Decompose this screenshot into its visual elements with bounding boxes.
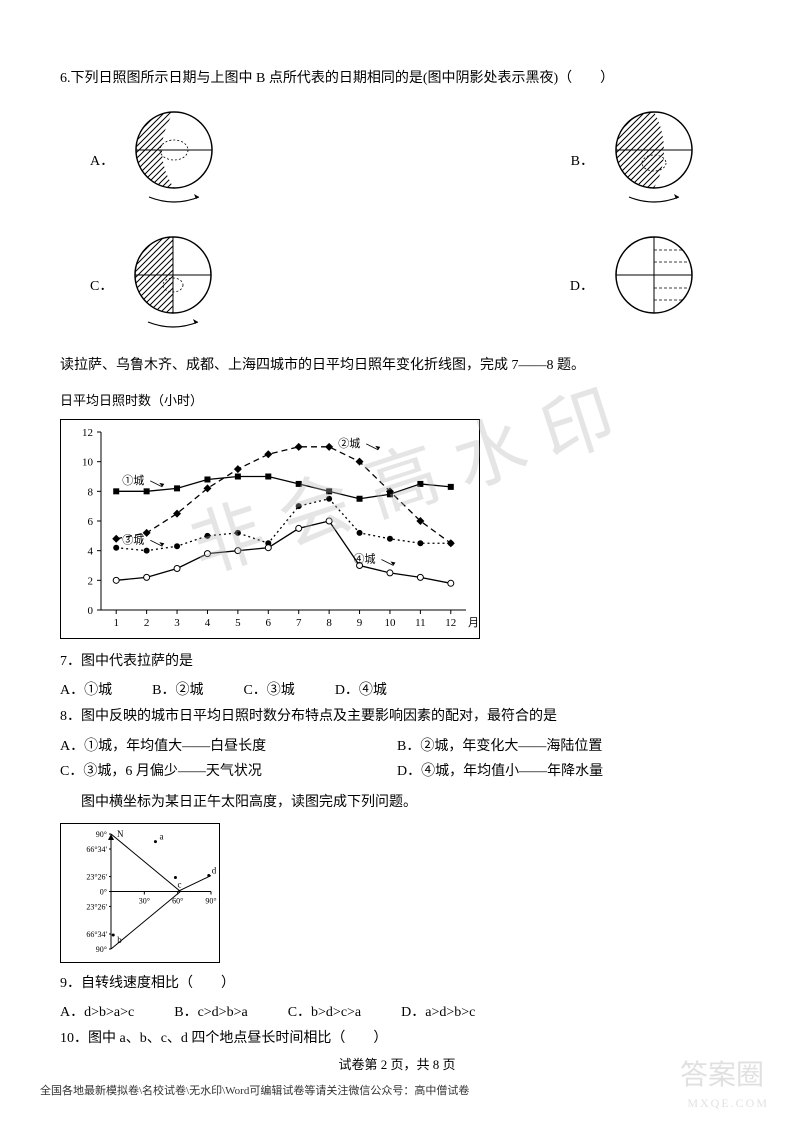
solar-altitude-chart: N 90° 66°34' 23°26' 0° 23°26' 66°34' 90° 30° 60° 9… [60, 823, 220, 963]
q7-opt-d: D．④城 [335, 679, 387, 699]
svg-text:0: 0 [88, 605, 94, 617]
globe-d-icon [604, 230, 704, 340]
globe-row-2: C． D． [60, 230, 734, 340]
option-label-a: A． [90, 150, 114, 170]
question-8-options: A．①城，年均值大——白昼长度 B．②城，年变化大——海陆位置 C．③城，6 月… [60, 734, 734, 784]
svg-text:1: 1 [113, 617, 119, 629]
q7-opt-b: B．②城 [152, 679, 203, 699]
footer-note: 全国各地最新模拟卷\名校试卷\无水印\Word可编辑试卷等请关注微信公众号：高中… [40, 1082, 469, 1098]
option-label-b: B． [571, 150, 594, 170]
svg-text:3: 3 [174, 617, 180, 629]
svg-text:12: 12 [82, 427, 93, 439]
svg-text:2: 2 [88, 575, 94, 587]
question-9-options: A．d>b>a>c B．c>d>b>a C．b>d>c>a D．a>d>b>c [60, 1001, 734, 1021]
svg-text:4: 4 [205, 617, 211, 629]
globe-a-icon [124, 105, 224, 215]
globe-option-a: A． [90, 105, 224, 215]
svg-text:d: d [212, 865, 217, 875]
svg-text:90°: 90° [205, 896, 216, 905]
question-8-text: 8．图中反映的城市日平均日照时数分布特点及主要影响因素的配对，最符合的是 [60, 704, 734, 729]
svg-text:60°: 60° [172, 896, 183, 905]
svg-text:③城: ③城 [122, 533, 144, 546]
q7-opt-c: C．③城 [243, 679, 294, 699]
globe-c-icon [123, 230, 223, 340]
question-9-text: 9．自转线速度相比（ ） [60, 971, 734, 996]
svg-text:90°: 90° [96, 945, 107, 954]
svg-text:8: 8 [88, 486, 94, 498]
question-10-text: 10．图中 a、b、c、d 四个地点昼长时间相比（ ） [60, 1026, 734, 1051]
question-7-text: 7．图中代表拉萨的是 [60, 649, 734, 674]
svg-text:4: 4 [88, 545, 94, 557]
q8-opt-b: B．②城，年变化大——海陆位置 [397, 734, 734, 759]
svg-text:9: 9 [357, 617, 363, 629]
globe-option-d: D． [570, 230, 704, 340]
question-7-options: A．①城 B．②城 C．③城 D．④城 [60, 679, 734, 699]
svg-text:11: 11 [415, 617, 426, 629]
svg-text:23°26': 23°26' [86, 872, 107, 881]
chart-intro-text: 读拉萨、乌鲁木齐、成都、上海四城市的日平均日照年变化折线图，完成 7——8 题。 [60, 355, 734, 377]
q7-opt-a: A．①城 [60, 679, 112, 699]
svg-text:90°: 90° [96, 830, 107, 839]
chart-caption: 日平均日照时数（小时） [60, 390, 734, 409]
svg-text:8: 8 [326, 617, 332, 629]
globe-option-b: B． [571, 105, 704, 215]
svg-text:66°34': 66°34' [86, 845, 107, 854]
option-label-d: D． [570, 275, 594, 295]
svg-text:6: 6 [88, 516, 94, 528]
globe-row-1: A． B． [60, 105, 734, 215]
option-label-c: C． [90, 275, 113, 295]
watermark-url: MXQE.COM [687, 1096, 769, 1111]
q9-opt-a: A．d>b>a>c [60, 1001, 134, 1021]
globe-option-c: C． [90, 230, 223, 340]
svg-text:6: 6 [266, 617, 272, 629]
svg-text:2: 2 [144, 617, 150, 629]
svg-text:66°34': 66°34' [86, 930, 107, 939]
question-6-text: 6.下列日照图所示日期与上图中 B 点所代表的日期相同的是(图中阴影处表示黑夜)… [60, 68, 734, 90]
q9-opt-c: C．b>d>c>a [288, 1001, 361, 1021]
sunshine-line-chart: 024681012123456789101112月①城②城③城④城 [60, 419, 480, 639]
q8-opt-a: A．①城，年均值大——白昼长度 [60, 734, 397, 759]
svg-text:②城: ②城 [338, 437, 360, 450]
svg-text:N: N [117, 829, 124, 839]
svg-text:5: 5 [235, 617, 241, 629]
q9-opt-b: B．c>d>b>a [174, 1001, 247, 1021]
q9-opt-d: D．a>d>b>c [401, 1001, 475, 1021]
svg-text:月: 月 [468, 617, 479, 629]
svg-text:c: c [177, 879, 181, 889]
globe-b-icon [604, 105, 704, 215]
svg-text:④城: ④城 [353, 552, 375, 565]
svg-text:0°: 0° [100, 887, 107, 896]
svg-text:30°: 30° [139, 896, 150, 905]
q8-opt-d: D．④城，年均值小——年降水量 [397, 759, 734, 784]
svg-text:7: 7 [296, 617, 302, 629]
q8-opt-c: C．③城，6 月偏少——天气状况 [60, 759, 397, 784]
page-footer: 试卷第 2 页，共 8 页 [0, 1054, 794, 1073]
svg-text:b: b [117, 935, 122, 945]
svg-text:10: 10 [82, 456, 94, 468]
q9-intro-text: 图中横坐标为某日正午太阳高度，读图完成下列问题。 [60, 790, 734, 815]
svg-text:a: a [159, 831, 163, 841]
svg-text:10: 10 [384, 617, 396, 629]
svg-text:①城: ①城 [122, 474, 144, 487]
svg-text:12: 12 [445, 617, 456, 629]
svg-text:23°26': 23°26' [86, 902, 107, 911]
